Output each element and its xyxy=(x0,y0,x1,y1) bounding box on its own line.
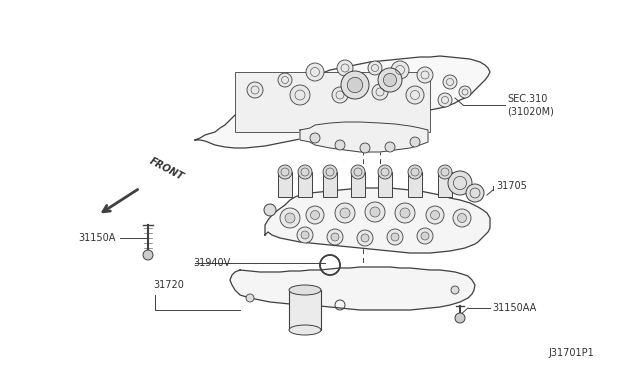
Text: J31701P1: J31701P1 xyxy=(548,348,594,358)
Circle shape xyxy=(301,231,309,239)
Text: SEC.310
(31020M): SEC.310 (31020M) xyxy=(507,94,554,116)
Circle shape xyxy=(383,73,397,87)
Text: 31720: 31720 xyxy=(153,280,184,290)
Circle shape xyxy=(458,214,467,222)
Circle shape xyxy=(340,208,350,218)
Circle shape xyxy=(298,165,312,179)
Circle shape xyxy=(391,61,409,79)
Bar xyxy=(351,172,365,197)
Circle shape xyxy=(280,208,300,228)
Circle shape xyxy=(143,250,153,260)
Text: 31940V: 31940V xyxy=(193,258,230,268)
Circle shape xyxy=(421,232,429,240)
Circle shape xyxy=(357,230,373,246)
Ellipse shape xyxy=(289,285,321,295)
Bar xyxy=(298,172,312,197)
Circle shape xyxy=(297,227,313,243)
Circle shape xyxy=(306,206,324,224)
Circle shape xyxy=(360,143,370,153)
Circle shape xyxy=(438,165,452,179)
Circle shape xyxy=(331,233,339,241)
Circle shape xyxy=(378,165,392,179)
Circle shape xyxy=(417,67,433,83)
Circle shape xyxy=(451,286,459,294)
Polygon shape xyxy=(230,267,475,310)
Polygon shape xyxy=(195,56,490,148)
Bar xyxy=(438,172,452,197)
Circle shape xyxy=(264,204,276,216)
Circle shape xyxy=(372,84,388,100)
Bar xyxy=(289,290,321,330)
Circle shape xyxy=(246,294,254,302)
Circle shape xyxy=(310,211,319,219)
FancyBboxPatch shape xyxy=(235,72,430,132)
Polygon shape xyxy=(265,188,490,253)
Circle shape xyxy=(417,228,433,244)
Circle shape xyxy=(327,229,343,245)
Circle shape xyxy=(332,87,348,103)
Circle shape xyxy=(278,73,292,87)
Circle shape xyxy=(385,142,395,152)
Bar xyxy=(378,172,392,197)
Circle shape xyxy=(431,211,440,219)
Circle shape xyxy=(247,82,263,98)
Circle shape xyxy=(395,203,415,223)
Circle shape xyxy=(370,207,380,217)
Circle shape xyxy=(290,85,310,105)
Circle shape xyxy=(387,229,403,245)
Circle shape xyxy=(348,77,363,93)
Circle shape xyxy=(341,71,369,99)
Circle shape xyxy=(443,75,457,89)
Circle shape xyxy=(466,184,484,202)
Circle shape xyxy=(426,206,444,224)
Circle shape xyxy=(368,61,382,75)
Circle shape xyxy=(310,133,320,143)
Circle shape xyxy=(459,86,471,98)
Circle shape xyxy=(400,208,410,218)
Circle shape xyxy=(406,86,424,104)
Polygon shape xyxy=(300,122,428,152)
Circle shape xyxy=(323,165,337,179)
Ellipse shape xyxy=(289,325,321,335)
Circle shape xyxy=(335,203,355,223)
Text: 31150A: 31150A xyxy=(78,233,115,243)
Circle shape xyxy=(285,213,295,223)
Circle shape xyxy=(335,140,345,150)
Circle shape xyxy=(337,60,353,76)
Circle shape xyxy=(361,234,369,242)
Circle shape xyxy=(365,202,385,222)
Circle shape xyxy=(378,68,402,92)
Circle shape xyxy=(351,165,365,179)
Circle shape xyxy=(448,171,472,195)
Circle shape xyxy=(391,233,399,241)
Bar xyxy=(408,172,422,197)
Circle shape xyxy=(410,137,420,147)
Text: FRONT: FRONT xyxy=(148,156,186,182)
Circle shape xyxy=(278,165,292,179)
Circle shape xyxy=(453,209,471,227)
Bar xyxy=(323,172,337,197)
Circle shape xyxy=(408,165,422,179)
Bar xyxy=(278,172,292,197)
Text: 31150AA: 31150AA xyxy=(492,303,536,313)
Circle shape xyxy=(306,63,324,81)
Circle shape xyxy=(438,93,452,107)
Circle shape xyxy=(455,313,465,323)
Text: 31705: 31705 xyxy=(496,181,527,191)
